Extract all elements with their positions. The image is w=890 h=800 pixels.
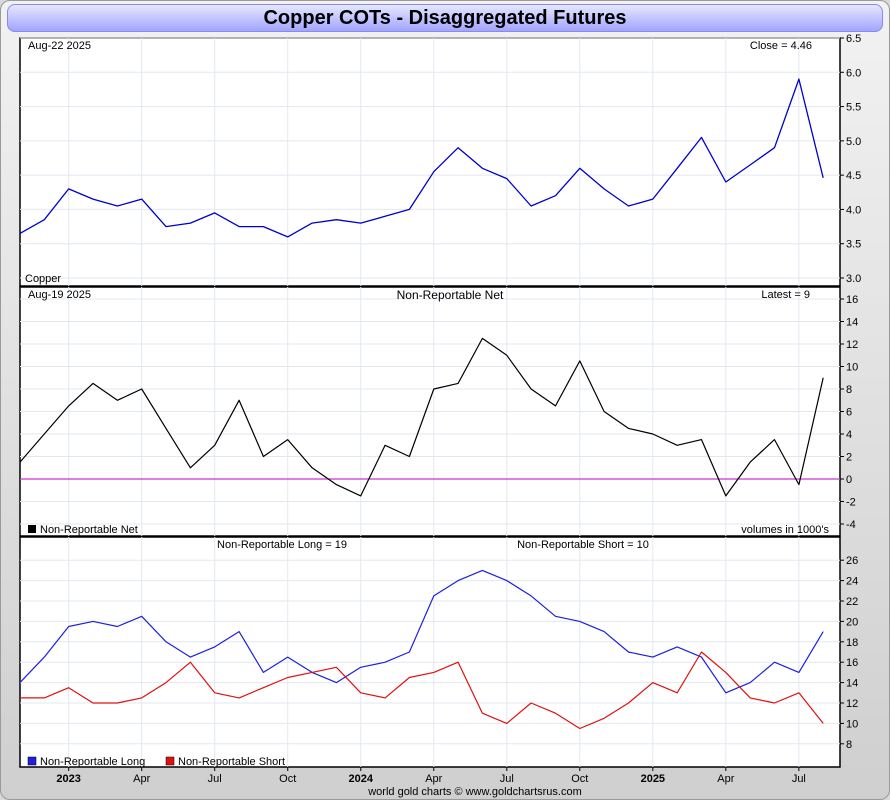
net-legend-label: Non-Reportable Net — [40, 524, 138, 536]
price-y-tick-label: 3.5 — [846, 239, 861, 251]
price-y-tick-label: 5.0 — [846, 136, 861, 148]
price-plot-area — [19, 37, 841, 287]
net-y-tick-label: 0 — [846, 474, 852, 486]
x-tick-label: Apr — [425, 773, 442, 785]
chart-title: Copper COTs - Disaggregated Futures — [263, 7, 627, 29]
net-latest-label: Latest = 9 — [761, 289, 810, 301]
positions-y-tick-label: 26 — [846, 555, 858, 567]
net-units-label: volumes in 1000's — [741, 524, 829, 536]
net-y-tick-label: 14 — [846, 317, 858, 329]
price-series-label: Copper — [25, 273, 61, 285]
x-tick-label: 2024 — [349, 773, 374, 785]
positions-y-tick-label: 24 — [846, 576, 858, 588]
short-latest-label: Non-Reportable Short = 10 — [517, 539, 649, 551]
price-y-tick-label: 6.5 — [846, 33, 861, 45]
copper-price-line — [19, 78, 824, 238]
net-y-tick-label: 4 — [846, 429, 852, 441]
positions-y-tick-label: 12 — [846, 698, 858, 710]
price-close-label: Close = 4.46 — [750, 40, 812, 52]
positions-y-tick-label: 8 — [846, 739, 852, 751]
short-series-line — [20, 651, 824, 730]
long-latest-label: Non-Reportable Long = 19 — [217, 539, 347, 551]
price-date-label: Aug-22 2025 — [28, 40, 91, 52]
positions-y-tick-label: 20 — [846, 616, 858, 628]
net-y-tick-label: 10 — [846, 362, 858, 374]
net-y-tick-label: 8 — [846, 384, 852, 396]
positions-y-tick-label: 18 — [846, 637, 858, 649]
positions-plot-area — [19, 536, 841, 768]
price-y-tick-label: 4.5 — [846, 170, 861, 182]
x-tick-label: Jul — [208, 773, 222, 785]
net-legend-swatch — [28, 525, 36, 533]
x-tick-label: 2023 — [56, 773, 80, 785]
net-y-tick-label: -4 — [846, 519, 856, 531]
price-y-tick-label: 5.5 — [846, 102, 861, 114]
x-tick-label: Jul — [500, 773, 514, 785]
x-tick-label: Jul — [792, 773, 806, 785]
short-legend-label: Non-Reportable Short — [178, 756, 285, 768]
price-y-tick-label: 4.0 — [846, 204, 861, 216]
net-date-label: Aug-19 2025 — [28, 289, 91, 301]
long-series-line — [19, 569, 824, 694]
net-y-tick-label: 12 — [846, 339, 858, 351]
net-panel: -4 -2 0 2 4 6 8 10 12 14 16 — [19, 286, 858, 537]
x-tick-label: Apr — [717, 773, 734, 785]
x-tick-label: Oct — [571, 773, 588, 785]
net-y-tick-label: 16 — [846, 294, 858, 306]
net-panel-title: Non-Reportable Net — [397, 288, 504, 302]
x-tick-label: Oct — [279, 773, 296, 785]
title-bar: Copper COTs - Disaggregated Futures — [7, 4, 883, 32]
net-y-tick-label: -2 — [846, 497, 856, 509]
price-y-tick-label: 3.0 — [846, 273, 861, 285]
price-y-tick-label: 6.0 — [846, 67, 861, 79]
positions-y-tick-label: 10 — [846, 718, 858, 730]
price-panel: 3.0 3.5 4.0 4.5 5.0 5.5 6.0 6.5 — [19, 33, 861, 287]
positions-y-tick-label: 14 — [846, 678, 858, 690]
positions-y-tick-label: 22 — [846, 596, 858, 608]
net-y-tick-label: 2 — [846, 452, 852, 464]
net-y-tick-label: 6 — [846, 407, 852, 419]
long-legend-swatch — [27, 756, 37, 766]
long-legend-label: Non-Reportable Long — [40, 756, 145, 768]
x-tick-label: 2025 — [641, 773, 665, 785]
x-tick-label: Apr — [133, 773, 150, 785]
x-axis: 2023 Apr Jul Oct 2024 Apr Jul Oct 2025 Apr Jul — [56, 767, 806, 785]
positions-y-tick-label: 16 — [846, 657, 858, 669]
short-legend-swatch — [165, 756, 175, 766]
positions-panel: 8 10 12 14 16 18 20 22 24 26 — [19, 536, 858, 768]
net-series-line — [19, 337, 824, 497]
credit-footer: world gold charts © www.goldchartsrus.co… — [367, 786, 582, 798]
